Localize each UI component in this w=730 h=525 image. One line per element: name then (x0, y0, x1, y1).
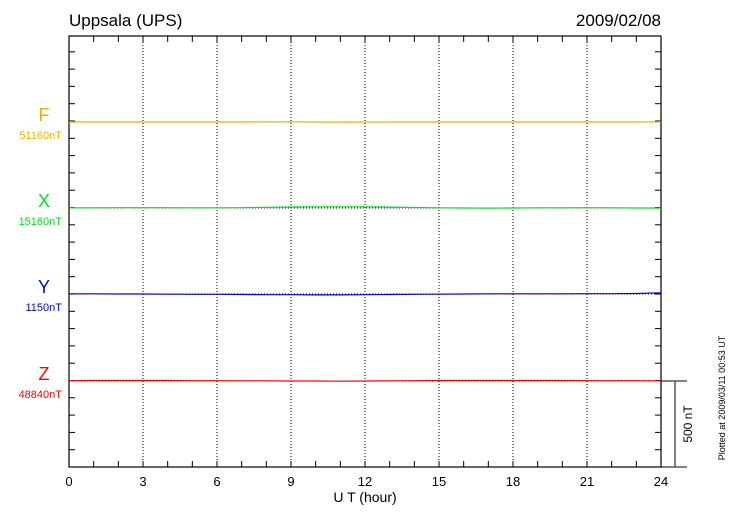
series-baseline-label: 1150nT (26, 302, 63, 314)
plotted-at-note: Plotted at 2009/03/11 00:53 UT (717, 335, 727, 460)
series-line-z (69, 381, 661, 382)
series-baseline-label: 48840nT (19, 389, 63, 401)
x-tick-label: 9 (287, 474, 294, 489)
x-tick-label: 18 (506, 474, 520, 489)
x-tick-label: 24 (654, 474, 668, 489)
x-tick-label: 3 (139, 474, 146, 489)
x-tick-label: 21 (580, 474, 594, 489)
chart-date: 2009/02/08 (576, 11, 661, 30)
series-baseline-label: 51160nT (19, 130, 62, 142)
series-name-y: Y (38, 277, 50, 297)
series-name-x: X (38, 191, 50, 211)
chart-title: Uppsala (UPS) (69, 11, 182, 30)
series-baseline-label: 15160nT (19, 216, 63, 228)
x-tick-label: 6 (213, 474, 220, 489)
scale-bar-label: 500 nT (681, 405, 695, 443)
series-name-f: F (39, 105, 50, 125)
x-tick-label: 15 (432, 474, 446, 489)
x-tick-label: 12 (358, 474, 372, 489)
x-axis-label: U T (hour) (333, 489, 396, 505)
x-tick-label: 0 (65, 474, 72, 489)
series-name-z: Z (39, 364, 50, 384)
series-line-y (69, 293, 661, 295)
